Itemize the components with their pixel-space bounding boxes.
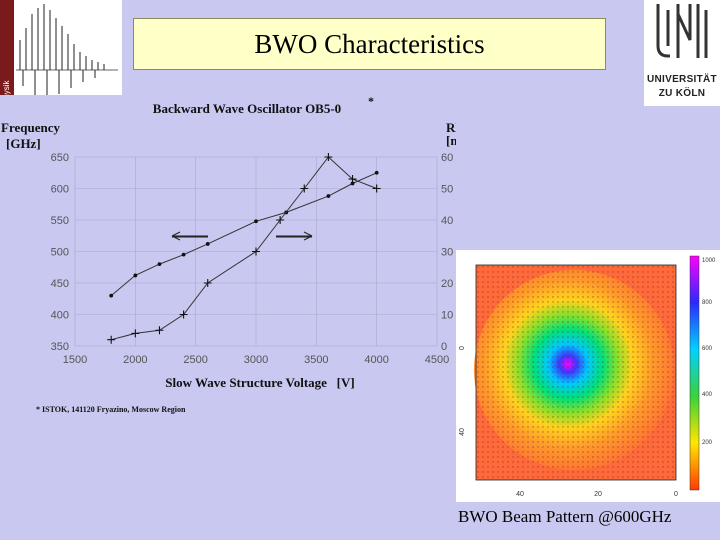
left-arrow-icon — [171, 231, 208, 241]
right-axis-ticks: 0 10 20 30 40 50 60 — [441, 152, 453, 353]
university-name-line1: UNIVERSITÄT — [647, 74, 717, 85]
rf-power-point — [348, 175, 357, 184]
beam-x-tick: 0 — [674, 491, 678, 498]
title-box: BWO Characteristics — [133, 18, 606, 70]
rf-power-point — [276, 216, 285, 224]
frequency-point — [254, 219, 258, 224]
university-seal-icon — [656, 4, 708, 58]
left-y-tick-label: 550 — [51, 215, 69, 227]
frequency-point — [205, 242, 210, 246]
right-axis-label-line1: RF Power — [446, 120, 456, 135]
university-name-line2: ZU KÖLN — [658, 88, 706, 99]
colorbar-tick: 200 — [702, 440, 713, 446]
frequency-point — [133, 273, 138, 278]
x-tick-label: 2500 — [183, 354, 207, 366]
beam-y-tick: 40 — [459, 428, 466, 436]
rf-power-point — [324, 153, 333, 161]
left-y-tick-label: 350 — [51, 341, 69, 353]
chart-title-mark: * — [368, 95, 374, 108]
left-y-tick-label: 450 — [51, 278, 69, 290]
corner-logo: Physik — [0, 0, 122, 108]
frequency-line — [110, 172, 377, 296]
x-tick-label: 4500 — [425, 354, 449, 366]
beam-y-tick: 0 — [459, 346, 466, 350]
x-axis-ticks: 1500 2000 2500 3000 3500 4000 4500 — [63, 354, 449, 366]
university-logo: UNIVERSITÄT ZU KÖLN — [644, 0, 720, 106]
right-y-tick-label: 40 — [441, 215, 453, 227]
colorbar-tick: 800 — [702, 300, 713, 306]
beam-colorbar — [689, 255, 700, 491]
bwo-characteristics-chart: Backward Wave Oscillator OB5-0 * Frequen… — [0, 95, 456, 425]
beam-x-tick: 20 — [594, 491, 602, 498]
x-tick-label: 2000 — [123, 354, 147, 366]
x-tick-label: 3000 — [244, 354, 268, 366]
x-axis-label: Slow Wave Structure Voltage [V] — [165, 375, 354, 390]
chart-series — [107, 153, 381, 344]
rf-power-point — [372, 184, 381, 193]
left-y-tick-label: 400 — [51, 310, 69, 322]
left-axis-ticks: 350 400 450 500 550 600 650 — [51, 152, 69, 353]
left-y-tick-label: 650 — [51, 152, 69, 164]
beam-caption: BWO Beam Pattern @600GHz — [458, 507, 672, 526]
rf-power-point — [179, 310, 188, 319]
chart-footnote: * ISTOK, 141120 Fryazino, Moscow Region — [36, 405, 186, 414]
beam-pattern: 1000 800 600 400 200 40 20 0 0 40 — [456, 250, 720, 502]
beam-pattern-heatmap: 1000 800 600 400 200 40 20 0 0 40 — [459, 255, 716, 498]
rf-power-point — [252, 247, 260, 256]
colorbar-tick: 400 — [702, 392, 713, 398]
left-y-tick-label: 600 — [51, 184, 69, 196]
chart-title: Backward Wave Oscillator OB5-0 — [153, 101, 341, 116]
right-arrow-icon — [276, 231, 313, 241]
right-y-tick-label: 50 — [441, 184, 453, 196]
frequency-point — [326, 194, 331, 198]
rf-power-point — [300, 184, 309, 193]
right-y-tick-label: 0 — [441, 341, 447, 353]
x-tick-label: 1500 — [63, 354, 87, 366]
axis-direction-arrows — [171, 231, 313, 241]
x-tick-label: 4000 — [364, 354, 388, 366]
rf-power-point — [131, 329, 140, 338]
frequency-point — [181, 252, 186, 257]
corner-logo-strip: Physik — [0, 0, 14, 108]
colorbar-tick: 1000 — [702, 258, 716, 264]
rf-power-point — [203, 279, 212, 287]
rf-power-point — [155, 326, 164, 335]
frequency-point — [109, 293, 114, 298]
right-axis-label-line2: [mW] — [446, 133, 456, 148]
right-y-tick-label: 20 — [441, 278, 453, 290]
left-axis-label-line2: [GHz] — [6, 136, 41, 151]
left-axis-label-line1: Frequency — [1, 120, 60, 135]
frequency-point — [350, 181, 355, 186]
beam-x-tick: 40 — [516, 491, 524, 498]
right-y-tick-label: 10 — [441, 310, 453, 322]
x-tick-label: 3500 — [304, 354, 328, 366]
right-y-tick-label: 60 — [441, 152, 453, 164]
left-y-tick-label: 500 — [51, 247, 69, 259]
slide-title: BWO Characteristics — [254, 28, 485, 59]
rf-power-point — [107, 335, 116, 344]
spectrum-plot-icon — [16, 4, 118, 100]
frequency-point — [374, 170, 379, 175]
colorbar-tick: 600 — [702, 346, 713, 352]
frequency-point — [157, 262, 162, 266]
right-y-tick-label: 30 — [441, 247, 453, 259]
